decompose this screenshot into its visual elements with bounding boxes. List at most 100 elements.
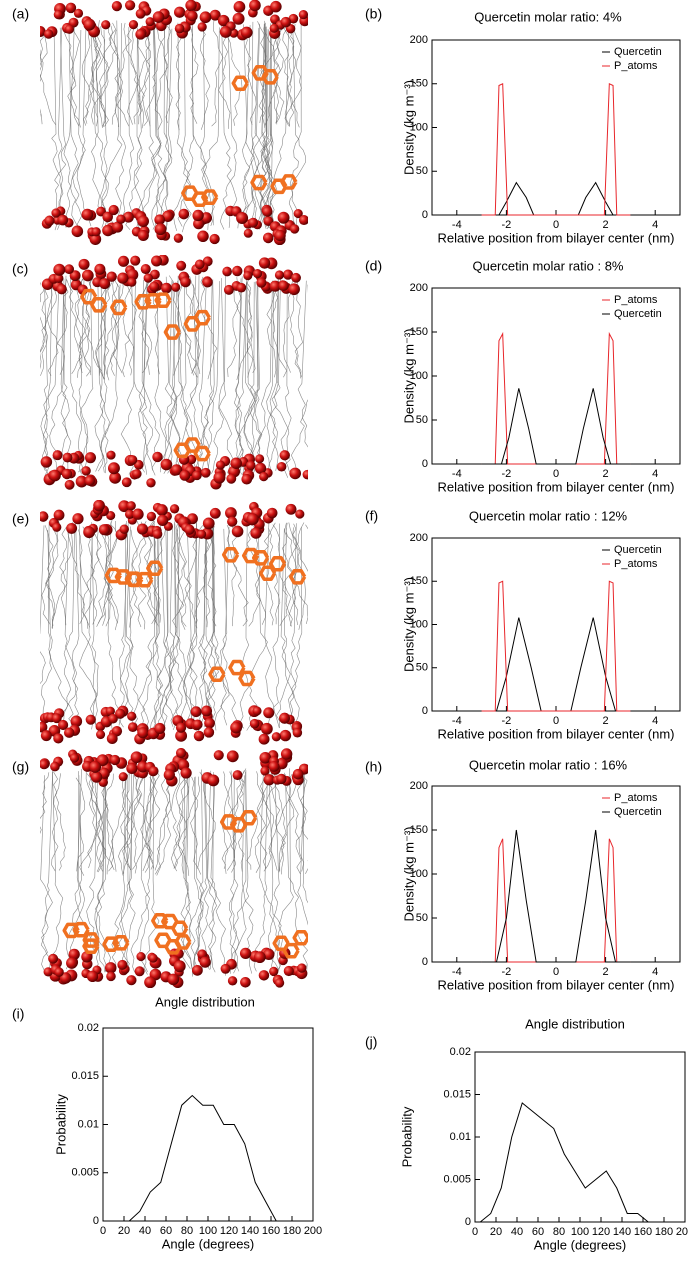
lipid-tail	[137, 25, 151, 127]
phosphate-atom	[40, 730, 52, 742]
x-tick-label: 20	[490, 1226, 502, 1238]
phosphate-atom	[193, 730, 205, 742]
lipid-tail	[125, 29, 143, 230]
quercetin-molecule	[173, 437, 211, 462]
lipid-tail	[95, 777, 111, 973]
phosphate-atom	[117, 272, 129, 284]
phosphate-atom	[227, 516, 238, 527]
phosphate-atom	[245, 460, 256, 471]
quercetin-molecule	[208, 659, 256, 687]
phosphate-atom	[199, 956, 211, 968]
phosphate-atom	[246, 513, 259, 526]
phosphate-atom	[196, 529, 207, 539]
panel-label: (f)	[365, 508, 378, 524]
phosphate-atom	[223, 284, 234, 295]
phosphate-atom	[72, 513, 84, 525]
lipid-tail	[93, 527, 110, 627]
lipid-tail	[236, 282, 251, 381]
phosphate-atom	[66, 522, 78, 534]
phosphate-atom	[106, 733, 118, 745]
x-tick-label: -2	[502, 468, 512, 480]
phosphate-atom	[276, 773, 287, 785]
quercetin-molecule	[80, 288, 128, 316]
lipid-tail	[200, 28, 215, 227]
lipid-tail	[61, 278, 70, 475]
lipid-tail	[218, 275, 234, 474]
phosphate-atom	[124, 0, 136, 11]
phosphate-atom	[270, 0, 282, 13]
phosphate-atom	[263, 216, 274, 226]
lipid-tail	[265, 775, 278, 871]
phosphate-atom	[115, 708, 126, 719]
lipid-tail	[68, 21, 80, 230]
phosphate-atom	[59, 972, 72, 984]
phosphate-atom	[258, 970, 270, 981]
phosphate-atom	[50, 761, 60, 772]
phosphate-atom	[288, 13, 299, 24]
lipid-tail	[199, 24, 211, 130]
phosphate-atom	[68, 948, 80, 960]
lipid-tail	[41, 520, 61, 625]
lipid-tail	[63, 24, 75, 228]
lipid-tail	[295, 774, 306, 874]
quercetin-molecule	[62, 921, 100, 948]
phosphate-atom	[207, 774, 220, 787]
lipid-tail	[245, 275, 254, 378]
y-tick-label: 200	[410, 532, 428, 544]
phosphate-atom	[70, 715, 83, 728]
panel-label: (g)	[12, 759, 29, 775]
x-tick-label: -4	[452, 966, 462, 978]
lipid-tail	[110, 773, 129, 871]
phosphate-atom	[83, 526, 95, 539]
lipid-tail	[75, 777, 86, 872]
lipid-tail	[289, 283, 302, 379]
lipid-tail	[130, 770, 150, 973]
x-tick-label: 40	[139, 1225, 151, 1237]
x-tick-label: 0	[553, 715, 559, 727]
lipid-tail	[297, 769, 308, 972]
plot-frame	[102, 1027, 314, 1222]
x-tick-label: 140	[613, 1226, 631, 1238]
phosphate-atom	[137, 229, 149, 242]
y-tick-label: 200	[410, 780, 428, 792]
x-tick-label: 180	[283, 1225, 301, 1237]
phosphate-atom	[84, 452, 97, 464]
lipid-tail	[40, 280, 57, 362]
chart-title: Quercetin molar ratio : 16%	[469, 757, 628, 772]
phosphate-atom	[105, 706, 115, 716]
phosphate-atom	[53, 263, 66, 276]
lipid-tail	[95, 775, 108, 972]
lipid-tail	[84, 277, 93, 376]
lipid-tail	[197, 521, 207, 732]
lipid-tail	[65, 769, 82, 970]
phosphate-atom	[231, 525, 244, 538]
lipid-tail	[272, 283, 288, 378]
phosphate-atom	[201, 705, 213, 717]
lipid-tail	[182, 529, 200, 732]
phosphate-atom	[175, 729, 188, 742]
lipid-tail	[266, 280, 278, 477]
lipid-tail	[66, 278, 82, 378]
lipid-tail	[40, 282, 41, 303]
lipid-tail	[121, 27, 135, 228]
phosphate-atom	[274, 229, 286, 242]
phosphate-atom	[217, 14, 230, 27]
phosphate-atom	[90, 771, 103, 783]
membrane-snapshot	[40, 255, 308, 490]
x-tick-label: 0	[100, 1225, 106, 1237]
lipid-tail	[163, 280, 177, 474]
phosphate-atom	[269, 966, 279, 977]
quercetin-molecule	[250, 174, 298, 195]
lipid-tail	[61, 525, 75, 729]
lipid-tail	[266, 280, 277, 378]
lipid-tail	[302, 772, 308, 904]
lipid-tail	[99, 525, 114, 626]
legend-label: P_atoms	[614, 792, 658, 804]
phosphate-atom	[127, 455, 138, 465]
y-axis-label: Density (kg m⁻³)	[401, 827, 416, 922]
phosphate-atom	[213, 471, 226, 484]
phosphate-atom	[162, 210, 174, 222]
phosphate-atom	[171, 282, 181, 292]
lipid-tail	[263, 773, 293, 872]
phosphate-atom	[108, 462, 120, 475]
